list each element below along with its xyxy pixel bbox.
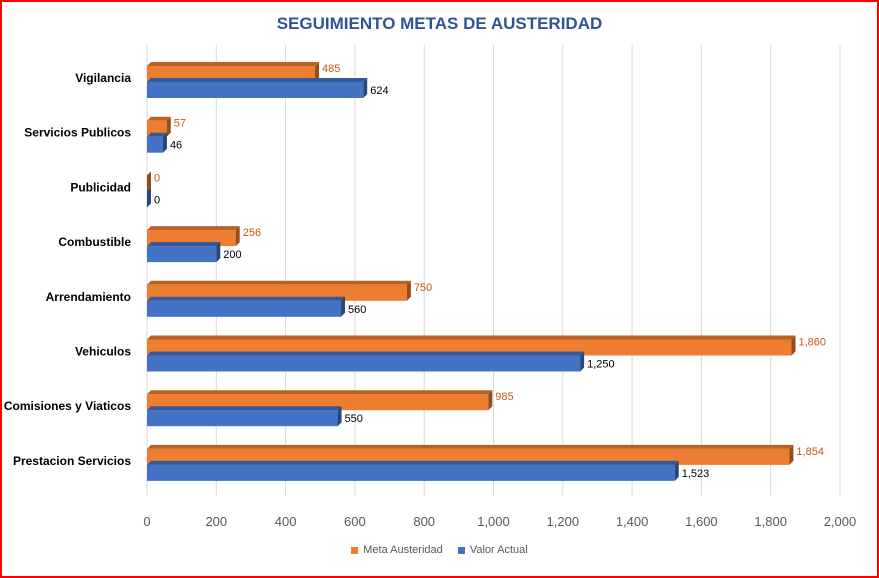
bar <box>147 136 163 153</box>
bar-top <box>147 226 240 231</box>
data-label: 985 <box>495 391 513 403</box>
bar-top <box>147 132 167 137</box>
x-tick-label: 200 <box>205 514 227 529</box>
x-tick-label: 1,400 <box>616 514 649 529</box>
data-label: 1,523 <box>682 468 710 480</box>
bar-side <box>674 460 679 481</box>
bar-top <box>147 78 368 82</box>
bar-side <box>580 351 585 372</box>
bar-side <box>406 280 411 301</box>
category-label: Vehiculos <box>75 345 131 359</box>
bar <box>147 300 342 317</box>
category-label: Combustible <box>58 235 131 249</box>
category-label: Prestacion Servicios <box>13 454 131 468</box>
legend-swatch-meta <box>351 546 359 554</box>
data-label: 0 <box>154 194 160 206</box>
data-label: 485 <box>322 63 340 75</box>
category-label: Servicios Publicos <box>24 126 131 140</box>
bar <box>147 410 338 427</box>
x-tick-label: 600 <box>344 514 366 529</box>
bar-side <box>341 296 346 317</box>
bar-side <box>166 116 171 137</box>
bar-side <box>488 390 493 411</box>
category-label: Comisiones y Viaticos <box>4 399 131 413</box>
bar-side <box>789 444 794 465</box>
bar-side <box>235 226 240 247</box>
bar-top <box>147 242 221 247</box>
data-label: 0 <box>154 172 160 184</box>
data-label: 550 <box>345 413 363 425</box>
bar <box>147 355 581 372</box>
data-label: 1,854 <box>796 446 824 458</box>
x-tick-label: 0 <box>143 514 150 529</box>
data-label: 750 <box>414 282 432 294</box>
data-label: 256 <box>243 227 261 239</box>
bar-top <box>147 444 794 449</box>
data-label: 46 <box>170 140 182 152</box>
legend-label-actual: Valor Actual <box>469 544 528 556</box>
bar-top <box>147 460 679 465</box>
bar-top <box>147 406 342 411</box>
bar <box>147 464 675 481</box>
data-label: 57 <box>174 118 186 130</box>
bar-top <box>147 390 493 395</box>
data-label: 560 <box>348 304 366 316</box>
data-label: 200 <box>223 249 241 261</box>
bar-side <box>216 242 221 263</box>
bar-side <box>791 335 796 356</box>
bar-side <box>162 132 167 153</box>
bar-side <box>337 406 342 427</box>
category-label: Publicidad <box>70 180 131 194</box>
category-label: Arrendamiento <box>46 290 131 304</box>
bar-top <box>147 335 796 340</box>
data-label: 1,250 <box>587 359 615 371</box>
x-tick-label: 1,200 <box>547 514 580 529</box>
chart-title: SEGUIMIENTO METAS DE AUSTERIDAD <box>276 14 603 33</box>
bar-top <box>147 351 585 356</box>
x-tick-label: 1,800 <box>754 514 787 529</box>
legend-item-meta: Meta Austeridad <box>351 544 443 556</box>
bar-top <box>147 296 346 301</box>
chart-legend: Meta Austeridad Valor Actual <box>0 544 879 557</box>
legend-item-actual: Valor Actual <box>457 544 528 556</box>
data-label: 624 <box>370 85 388 97</box>
x-tick-label: 400 <box>275 514 297 529</box>
x-tick-label: 800 <box>413 514 435 529</box>
bar-side <box>363 78 368 98</box>
x-tick-label: 1,000 <box>477 514 510 529</box>
bar-top <box>147 280 411 285</box>
bar-side <box>147 187 151 208</box>
x-tick-label: 1,600 <box>685 514 718 529</box>
bar-top <box>147 116 171 121</box>
bar-side <box>315 62 320 82</box>
bar <box>147 246 217 263</box>
data-label: 1,860 <box>798 337 826 349</box>
bar <box>147 82 364 98</box>
category-label: Vigilancia <box>75 71 131 85</box>
bar-side <box>147 171 151 192</box>
legend-label-meta: Meta Austeridad <box>363 544 443 556</box>
bar-top <box>147 62 320 66</box>
x-tick-label: 2,000 <box>824 514 857 529</box>
legend-swatch-actual <box>457 546 465 554</box>
